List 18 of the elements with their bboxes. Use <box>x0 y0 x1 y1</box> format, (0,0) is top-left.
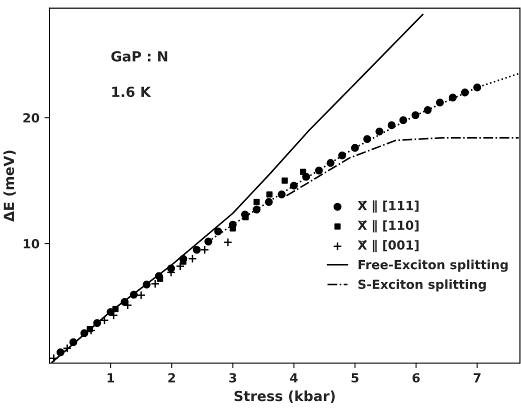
legend-label: S-Exciton splitting <box>358 279 486 292</box>
y-axis-title: ΔE (meV) <box>3 150 16 222</box>
x-tick-label: 1 <box>108 373 114 382</box>
x-tick-label: 4 <box>290 373 298 382</box>
legend-label: X⃗ ∥ [110] <box>358 220 419 232</box>
x-axis-title: Stress (kbar) <box>234 390 335 403</box>
x-tick-label: 5 <box>352 373 358 383</box>
y-tick-label: 20 <box>23 113 40 123</box>
legend-label: X⃗ ∥ [111] <box>358 200 419 213</box>
x-tick-label: 3 <box>229 373 236 383</box>
annotation: 1.6 K <box>112 86 152 98</box>
x-tick-label: 6 <box>412 373 420 383</box>
x-tick-label: 7 <box>474 373 481 382</box>
legend-label: Free-Exciton splitting <box>358 260 508 272</box>
legend-label: X⃗ ∥ [001] <box>358 240 419 252</box>
annotation: GaP : N <box>111 51 168 62</box>
x-tick-label: 2 <box>168 373 175 382</box>
y-tick-label: 10 <box>24 239 40 248</box>
